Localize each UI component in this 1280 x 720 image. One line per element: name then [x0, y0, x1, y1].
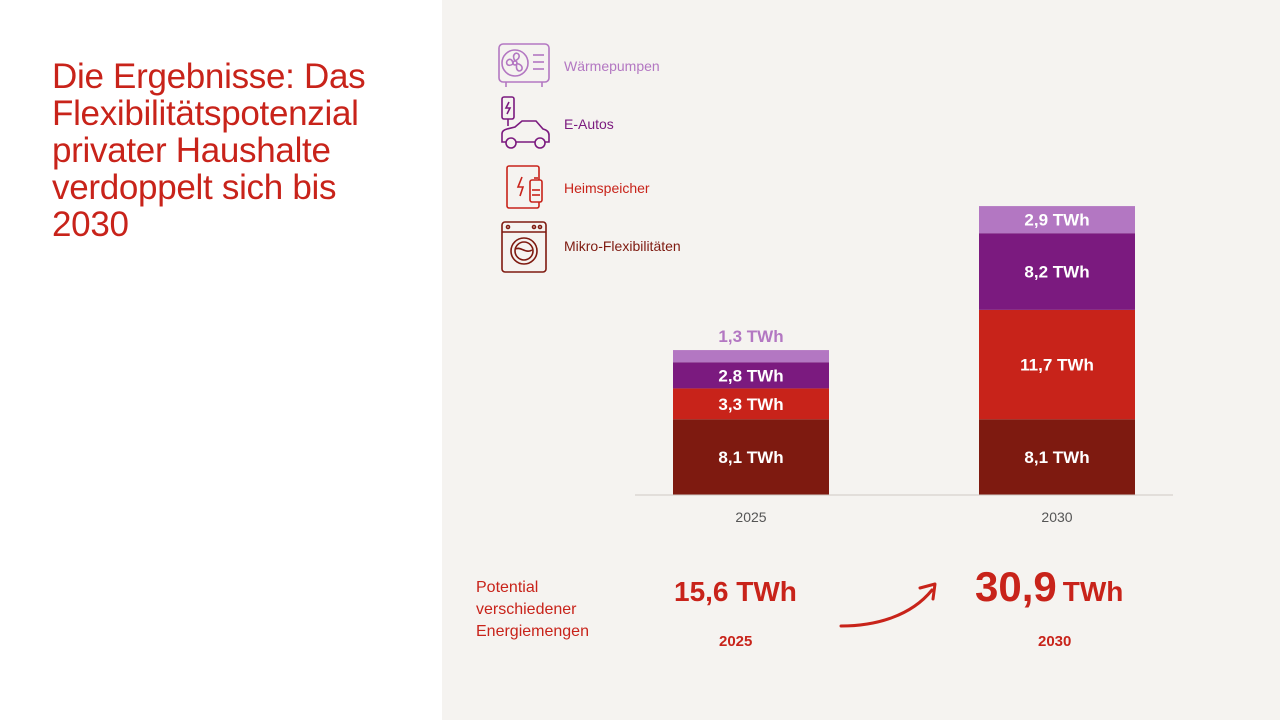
data-label-mikro-flexibilitaten-2025: 8,1 TWh — [718, 448, 783, 467]
total-2030: 30,9 TWh — [975, 563, 1123, 611]
data-label-e-autos-2030: 8,2 TWh — [1024, 263, 1089, 282]
bar-segment-warmepumpen-2030 — [979, 206, 1135, 234]
left-panel — [0, 0, 442, 720]
data-label-heimspeicher-2030: 11,7 TWh — [1020, 356, 1094, 375]
legend-item-e-autos: E-Autos — [496, 96, 614, 152]
total-2030-unit: TWh — [1062, 576, 1124, 607]
bar-segment-e-autos-2025 — [673, 362, 829, 389]
bar-segment-mikro-flexibilitaten-2025 — [673, 419, 829, 495]
total-year-2025: 2025 — [719, 633, 753, 650]
x-tick-label-2025: 2025 — [735, 509, 766, 525]
data-label-e-autos-2025: 2,8 TWh — [718, 366, 783, 385]
data-label-heimspeicher-2025: 3,3 TWh — [718, 395, 783, 414]
potential-label: Potential verschiedener Energiemengen — [476, 579, 589, 640]
growth-arrow-icon — [839, 582, 937, 628]
right-panel — [442, 0, 1280, 720]
legend-item-heimspeicher: Heimspeicher — [496, 160, 650, 216]
electric-car-icon — [496, 96, 552, 152]
bar-segment-e-autos-2030 — [979, 233, 1135, 310]
heat-pump-icon — [496, 38, 552, 94]
x-tick-label-2030: 2030 — [1041, 509, 1072, 525]
legend-label: E-Autos — [564, 116, 614, 132]
bar-segment-mikro-flexibilitaten-2030 — [979, 419, 1135, 495]
bar-segment-warmepumpen-2025 — [673, 350, 829, 363]
bar-segment-heimspeicher-2025 — [673, 388, 829, 420]
data-label-mikro-flexibilitaten-2030: 8,1 TWh — [1024, 448, 1089, 467]
legend-item-waermepumpen: Wärmepumpen — [496, 38, 660, 94]
total-2030-value: 30,9 — [975, 563, 1057, 610]
legend-label: Wärmepumpen — [564, 58, 660, 74]
bar-segment-heimspeicher-2030 — [979, 309, 1135, 420]
data-label-warmepumpen-2030: 2,9 TWh — [1024, 211, 1089, 230]
total-year-2030: 2030 — [1038, 633, 1072, 650]
data-label-warmepumpen-2025: 1,3 TWh — [718, 327, 783, 346]
home-battery-icon — [496, 160, 552, 216]
washing-machine-icon — [496, 218, 552, 274]
legend-item-mikro-flexibilitaeten: Mikro-Flexibilitäten — [496, 218, 681, 274]
legend-label: Heimspeicher — [564, 180, 650, 196]
legend-label: Mikro-Flexibilitäten — [564, 238, 681, 254]
total-2025: 15,6 TWh — [674, 576, 797, 607]
page-title: Die Ergebnisse: Das Flexibilitätspotenzi… — [52, 57, 366, 244]
